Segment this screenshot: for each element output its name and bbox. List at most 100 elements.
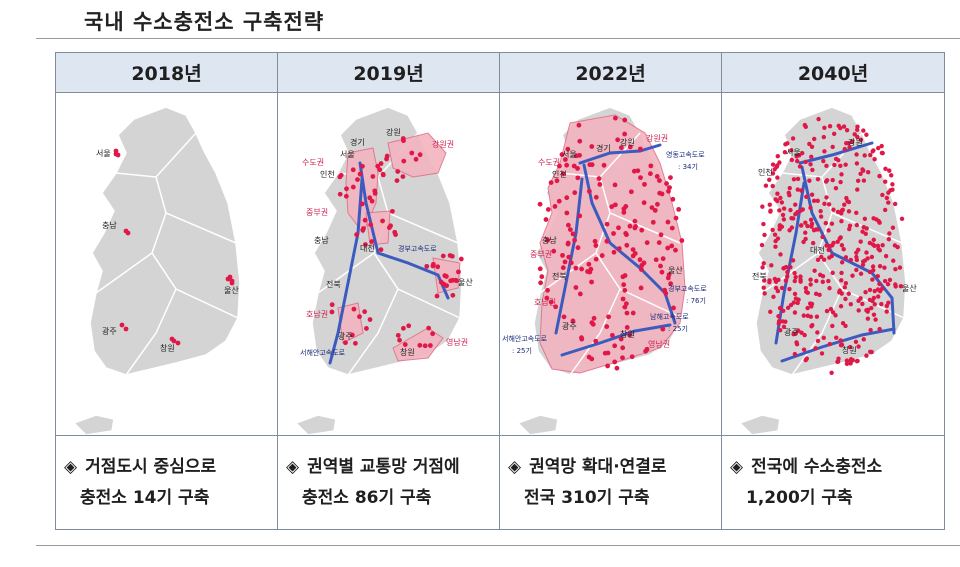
caption-2022: ◈ 권역망 확대·연결로 전국 310기 구축 <box>500 436 721 529</box>
year-header: 2022년 <box>500 53 721 93</box>
highway-seohaean <box>328 177 364 365</box>
station-dot <box>830 177 835 183</box>
label-daejeon: 대전 <box>360 243 375 253</box>
station-dot <box>456 269 461 275</box>
label-gangwon: 강원 <box>386 127 401 137</box>
station-dot <box>809 224 814 229</box>
station-dot <box>779 224 785 229</box>
label-gwangju: 광주 <box>102 326 117 336</box>
station-dot <box>565 146 571 152</box>
station-dot <box>369 198 375 204</box>
station-dot <box>817 292 822 298</box>
station-dot <box>589 320 595 326</box>
station-dot <box>627 223 633 229</box>
station-dot <box>639 262 645 268</box>
station-dot <box>789 216 794 221</box>
station-dot <box>538 280 544 286</box>
station-dot <box>417 152 423 158</box>
station-dot <box>788 264 793 270</box>
station-dot <box>890 187 895 192</box>
station-dot <box>801 313 806 318</box>
station-dot <box>818 208 823 214</box>
station-dot <box>666 272 672 278</box>
jeju-island <box>72 414 115 435</box>
station-dot <box>809 192 815 197</box>
station-dot <box>795 187 800 192</box>
korea-map: 서울 강원 인천 대전 전북 울산 광주 창원 <box>738 106 917 435</box>
station-dot <box>588 266 594 272</box>
station-dot <box>788 302 794 308</box>
station-dot <box>575 166 580 171</box>
station-dot <box>349 332 355 338</box>
station-dot <box>632 225 638 231</box>
station-dot <box>839 219 844 224</box>
station-dot <box>807 141 812 147</box>
station-dot <box>624 242 630 248</box>
station-dot <box>822 149 827 154</box>
station-dot <box>795 300 800 306</box>
station-dot <box>620 345 626 351</box>
station-dot <box>380 171 386 177</box>
station-dot <box>865 316 871 321</box>
station-dot <box>664 181 669 186</box>
station-dot <box>599 253 605 258</box>
station-dot <box>887 168 892 173</box>
station-dot <box>871 237 876 243</box>
station-dot <box>821 257 827 262</box>
station-dot <box>770 162 776 167</box>
station-dot <box>673 215 679 221</box>
station-dot <box>611 249 617 255</box>
station-dot <box>898 284 904 289</box>
label-changwon: 창원 <box>620 330 635 339</box>
station-dot <box>805 290 810 295</box>
station-dot <box>787 192 792 198</box>
station-dot <box>811 198 817 203</box>
station-dot <box>801 239 806 245</box>
strategy-table: 2018년 서울 충남 울산 광주 창원 ◈ 거점도시 중심으로 충전소 14기 … <box>55 52 945 530</box>
station-dot <box>123 228 129 234</box>
label-gangwon: 강원 <box>620 137 635 147</box>
label-jeonbuk: 전북 <box>552 271 567 281</box>
station-dot <box>169 336 175 342</box>
station-dot <box>450 292 456 298</box>
station-dot <box>401 138 406 144</box>
station-dot <box>821 134 827 140</box>
label-chungnam: 충남 <box>542 236 557 245</box>
station-dot <box>377 167 383 173</box>
station-dot <box>804 194 809 200</box>
station-dot <box>575 245 581 251</box>
station-dot <box>676 206 682 212</box>
station-dot <box>367 195 373 201</box>
station-dot <box>823 179 829 184</box>
station-dot <box>821 158 826 164</box>
diamond-bullet-icon: ◈ <box>730 457 744 477</box>
station-dot <box>780 212 786 218</box>
station-dot <box>872 243 877 249</box>
station-dot <box>832 162 837 168</box>
station-dot <box>846 209 852 214</box>
station-dot <box>767 278 772 283</box>
station-dot <box>329 309 335 315</box>
station-dot <box>826 228 831 233</box>
station-dot <box>889 173 894 178</box>
station-dot <box>362 309 368 315</box>
station-dot <box>849 139 855 145</box>
station-dot <box>860 229 865 234</box>
station-dot <box>572 190 578 196</box>
station-dot <box>606 314 611 320</box>
station-dot <box>570 231 576 237</box>
station-dot <box>613 115 618 121</box>
station-dot <box>624 324 630 330</box>
station-dot <box>537 266 543 272</box>
station-dot <box>830 270 835 276</box>
station-dot <box>589 279 594 285</box>
station-dot <box>409 150 415 156</box>
station-dot <box>835 239 840 244</box>
station-dot <box>761 261 766 266</box>
station-dot <box>860 262 866 267</box>
station-dot <box>772 167 777 172</box>
column-2019: 2019년 경기 강원 강원권 서울 수도권 인천 <box>278 53 500 529</box>
station-dot <box>378 161 384 166</box>
station-dot <box>815 338 821 344</box>
station-dot <box>882 207 888 213</box>
